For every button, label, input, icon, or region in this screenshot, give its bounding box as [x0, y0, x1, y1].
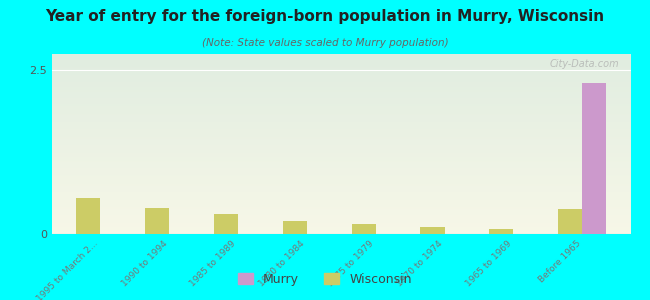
Bar	[421, 227, 445, 234]
Legend: Murry, Wisconsin: Murry, Wisconsin	[233, 268, 417, 291]
Bar	[558, 209, 582, 234]
Bar	[582, 83, 606, 234]
Bar	[489, 229, 514, 234]
Bar	[352, 224, 376, 234]
Bar	[283, 221, 307, 234]
Bar	[76, 198, 100, 234]
Bar	[214, 214, 238, 234]
Text: (Note: State values scaled to Murry population): (Note: State values scaled to Murry popu…	[202, 38, 448, 47]
Text: Year of entry for the foreign-born population in Murry, Wisconsin: Year of entry for the foreign-born popul…	[46, 9, 605, 24]
Bar	[145, 208, 169, 234]
Text: City-Data.com: City-Data.com	[549, 59, 619, 69]
